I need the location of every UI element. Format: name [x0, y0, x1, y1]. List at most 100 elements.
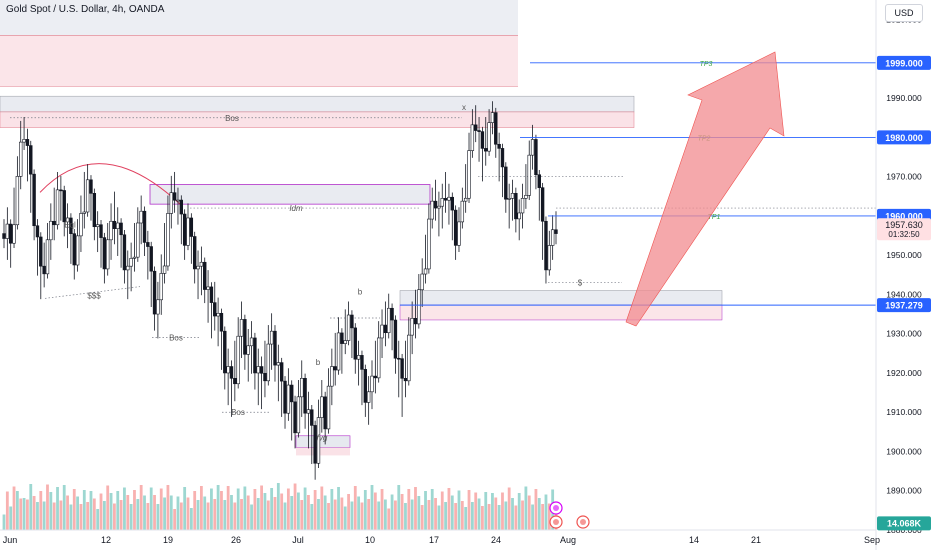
- candle-body: [209, 286, 214, 303]
- candle-body: [433, 200, 438, 209]
- order-block-purple: [149, 184, 431, 205]
- candle-body: [199, 261, 204, 267]
- candle-body: [192, 236, 197, 270]
- annotation-label: Bos: [231, 408, 245, 417]
- volume-bar: [521, 500, 524, 530]
- volume-bar: [474, 492, 478, 530]
- volume-bar: [136, 499, 140, 530]
- price-level-tag: [877, 298, 931, 313]
- candle-body: [89, 179, 93, 194]
- volume-bar: [29, 484, 33, 530]
- candle-body: [182, 213, 187, 246]
- candle-body: [29, 145, 33, 175]
- volume-bar: [547, 503, 551, 530]
- candle-body: [373, 375, 378, 379]
- volume-bar: [531, 504, 534, 530]
- x-tick-label: 26: [231, 535, 241, 545]
- target-label: TP1: [708, 214, 721, 221]
- volume-bar: [206, 502, 210, 530]
- volume-bar: [49, 492, 53, 530]
- candle-body: [453, 209, 458, 246]
- volume-bar: [230, 495, 233, 530]
- volume-bar: [390, 494, 394, 530]
- volume-bar: [270, 488, 274, 530]
- candle-body: [149, 246, 153, 272]
- candle-body: [8, 223, 13, 244]
- volume-bar: [357, 496, 361, 530]
- event-icon-dot: [553, 505, 559, 511]
- volume-bar: [123, 487, 126, 530]
- volume-bar: [427, 500, 431, 530]
- candle-body: [273, 330, 277, 366]
- candle-body: [259, 366, 264, 374]
- price-level-label: 1960.000: [885, 211, 923, 221]
- demand-zone-pink: [399, 304, 723, 321]
- candle-body: [316, 417, 321, 464]
- candle-body: [303, 378, 307, 414]
- candle-body: [35, 225, 40, 238]
- candle-body: [65, 217, 70, 223]
- volume-bar: [22, 498, 26, 530]
- candle-body: [547, 245, 552, 271]
- volume-bar: [444, 502, 447, 530]
- volume-bar: [113, 503, 116, 530]
- candle-body: [219, 312, 224, 332]
- candle-body: [246, 345, 250, 355]
- currency-button[interactable]: USD: [885, 4, 923, 22]
- candle-body: [279, 362, 284, 382]
- candle-body: [554, 229, 558, 234]
- volume-bar: [373, 492, 377, 530]
- candle-body: [333, 366, 337, 371]
- volume-bar: [430, 489, 434, 530]
- candle-body: [370, 375, 374, 393]
- price-level-label: 1980.000: [885, 133, 923, 143]
- volume-bar: [420, 505, 424, 530]
- volume-bar: [424, 491, 427, 530]
- volume-bar: [149, 487, 153, 530]
- volume-bar: [450, 495, 454, 530]
- volume-bar: [26, 499, 29, 530]
- candle-body: [443, 198, 448, 201]
- annotation-label: x: [462, 103, 466, 112]
- candle-body: [306, 409, 311, 414]
- volume-bar: [89, 491, 93, 530]
- candle-body: [109, 220, 113, 241]
- volume-bar: [524, 486, 528, 530]
- x-tick-label: Jul: [292, 535, 304, 545]
- volume-bar: [163, 497, 166, 530]
- volume-bar: [347, 494, 350, 530]
- candle-body: [423, 268, 428, 275]
- x-tick-label: 12: [101, 535, 111, 545]
- candle-body: [216, 312, 220, 317]
- volume-bar: [310, 504, 314, 530]
- candle-body: [550, 229, 555, 246]
- zone-mid-pink: [0, 111, 635, 128]
- volume-bar: [260, 485, 263, 530]
- volume-bar: [517, 493, 521, 530]
- volume-bar: [514, 505, 518, 530]
- zone-top-grey: [0, 0, 518, 36]
- candle-body: [293, 401, 297, 434]
- volume-bar: [193, 491, 197, 530]
- volume-bar: [363, 490, 367, 530]
- volume-bar: [501, 492, 504, 530]
- candle-body: [122, 234, 127, 271]
- volume-bar: [62, 485, 66, 530]
- y-tick-label: 1990.000: [886, 93, 922, 103]
- candle-body: [116, 222, 120, 229]
- volume-bar: [350, 501, 354, 530]
- candle-body: [52, 220, 56, 226]
- candle-body: [326, 385, 331, 430]
- candle-body: [146, 242, 150, 247]
- volume-bar: [286, 488, 290, 530]
- volume-bar: [56, 487, 59, 530]
- candle-body: [12, 224, 16, 244]
- candle-body: [236, 335, 240, 385]
- candle-body: [266, 343, 270, 382]
- candle-body: [540, 187, 545, 222]
- candle-body: [353, 327, 357, 360]
- volume-bar: [119, 500, 123, 530]
- zone-top-pink: [0, 35, 518, 87]
